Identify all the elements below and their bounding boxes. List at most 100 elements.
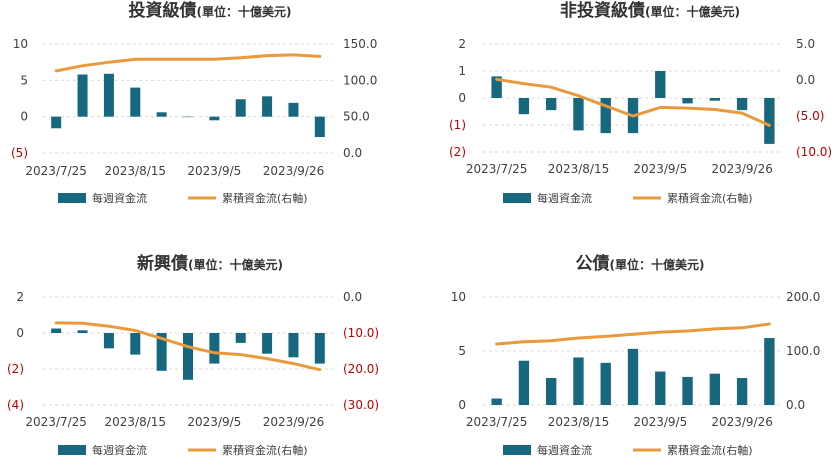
x-tick-label: 2023/8/15	[548, 415, 610, 429]
bar-weekly-flow	[573, 98, 584, 131]
bar-weekly-flow	[736, 378, 748, 405]
x-tick-label: 2023/9/26	[711, 162, 773, 176]
chart-panel-2: 非投資級債(單位：十億美元) (2) (1) 0 1 2 (10.0) (5.0) 0.0 5.0…	[449, 0, 832, 205]
x-tick-label: 2023/7/25	[25, 415, 87, 429]
bar-weekly-flow	[156, 333, 167, 371]
legend-label-cumulative: 累積資金流(右軸)	[667, 443, 753, 457]
chart-panel-3: 新興債(單位：十億美元) (4) (2) 0 2 (30.0) (20.0) (10.0) 0.…	[7, 253, 379, 457]
x-tick-label: 2023/7/25	[466, 162, 528, 176]
legend-swatch-bar	[58, 445, 86, 455]
y-left-tick-label: 0	[16, 326, 24, 340]
chart-title: 公債(單位：十億美元)	[576, 253, 705, 274]
x-tick-label: 2023/9/5	[187, 164, 241, 178]
bar-weekly-flow	[600, 98, 611, 134]
chart-title-main: 非投資級債	[560, 0, 645, 21]
bar-weekly-flow	[156, 112, 167, 117]
y-left-tick-label: (4)	[7, 398, 24, 412]
legend-swatch-bar	[503, 193, 531, 203]
bar-weekly-flow	[314, 333, 325, 364]
x-tick-label: 2023/8/15	[105, 164, 167, 178]
y-right-tick-label: 0.0	[786, 398, 805, 412]
legend-label-weekly: 每週資金流	[537, 191, 592, 205]
bar-weekly-flow	[573, 357, 584, 405]
y-left-tick-label: 0	[458, 398, 466, 412]
chart-panel-1: 投資級債(單位：十億美元)(5)05100.050.0100.0150.0202…	[11, 0, 377, 205]
y-right-tick-label: 5.0	[796, 37, 815, 51]
legend-label-cumulative: 累積資金流(右軸)	[222, 191, 308, 205]
x-tick-label: 2023/9/5	[633, 162, 687, 176]
y-right-tick-label: 100.0	[343, 73, 377, 87]
y-right-tick-label: (10.0)	[796, 145, 832, 159]
y-right-tick-label: 0.0	[343, 146, 362, 160]
bar-weekly-flow	[682, 98, 693, 104]
bar-weekly-flow	[764, 98, 775, 144]
y-right-tick-label: (20.0)	[343, 362, 379, 376]
y-right-tick-label: (10.0)	[343, 326, 379, 340]
x-tick-label: 2023/7/25	[466, 415, 528, 429]
bar-weekly-flow	[130, 87, 141, 117]
chart-title-unit: (單位：十億美元)	[645, 4, 740, 19]
bar-weekly-flow	[600, 362, 611, 405]
y-left-tick-label: 10	[451, 290, 466, 304]
legend-label-weekly: 每週資金流	[537, 443, 592, 457]
x-tick-label: 2023/9/5	[187, 415, 241, 429]
line-cumulative-flow	[54, 53, 322, 73]
bar-weekly-flow	[491, 398, 502, 405]
bar-weekly-flow	[655, 71, 666, 98]
chart-title: 新興債(單位：十億美元)	[137, 253, 283, 274]
bar-weekly-flow	[77, 330, 88, 333]
y-left-tick-label: (1)	[449, 118, 466, 132]
bar-weekly-flow	[288, 333, 299, 358]
bar-weekly-flow	[182, 116, 194, 118]
bar-weekly-flow	[709, 373, 720, 405]
x-tick-label: 2023/8/15	[548, 162, 610, 176]
bar-weekly-flow	[235, 99, 246, 117]
legend-label-weekly: 每週資金流	[92, 443, 147, 457]
bar-weekly-flow	[736, 98, 748, 111]
line-cumulative-flow	[495, 77, 771, 127]
bar-weekly-flow	[546, 98, 557, 111]
legend-label-cumulative: 累積資金流(右軸)	[222, 443, 308, 457]
line-cumulative-flow	[54, 321, 322, 372]
y-left-tick-label: 0	[20, 110, 28, 124]
bar-weekly-flow	[209, 116, 220, 121]
y-right-tick-label: 0.0	[796, 73, 815, 87]
y-right-tick-label: (30.0)	[343, 398, 379, 412]
chart-title: 投資級債(單位：十億美元)	[129, 0, 292, 21]
bar-weekly-flow	[51, 328, 62, 333]
bar-weekly-flow	[262, 333, 273, 354]
chart-title-main: 投資級債	[129, 0, 197, 21]
bar-weekly-flow	[51, 116, 62, 129]
x-tick-label: 2023/8/15	[105, 415, 167, 429]
legend-label-weekly: 每週資金流	[92, 191, 147, 205]
bar-weekly-flow	[288, 102, 299, 117]
x-tick-label: 2023/9/26	[263, 415, 325, 429]
y-left-tick-label: 1	[458, 64, 466, 78]
bar-weekly-flow	[235, 333, 246, 343]
bar-weekly-flow	[518, 98, 530, 115]
bar-weekly-flow	[103, 73, 114, 117]
bar-weekly-flow	[209, 333, 220, 364]
legend-swatch-bar	[503, 445, 531, 455]
bar-weekly-flow	[655, 371, 666, 405]
y-right-tick-label: 100.0	[786, 344, 820, 358]
bar-weekly-flow	[682, 376, 693, 405]
bar-weekly-flow	[709, 98, 720, 101]
y-left-tick-label: (2)	[7, 362, 24, 376]
x-tick-label: 2023/7/25	[25, 164, 87, 178]
bar-weekly-flow	[314, 116, 325, 138]
bar-weekly-flow	[77, 74, 88, 117]
chart-title-unit: (單位：十億美元)	[197, 4, 292, 19]
y-left-tick-label: 2	[16, 290, 24, 304]
y-right-tick-label: 50.0	[343, 110, 370, 124]
chart-title-main: 公債	[576, 253, 610, 274]
y-left-tick-label: (5)	[11, 146, 28, 160]
y-left-tick-label: 5	[20, 73, 28, 87]
x-tick-label: 2023/9/26	[263, 164, 325, 178]
y-left-tick-label: 5	[458, 344, 466, 358]
chart-title-unit: (單位：十億美元)	[610, 257, 705, 272]
legend-swatch-bar	[58, 193, 86, 203]
bar-weekly-flow	[491, 76, 502, 98]
bar-weekly-flow	[103, 333, 114, 349]
